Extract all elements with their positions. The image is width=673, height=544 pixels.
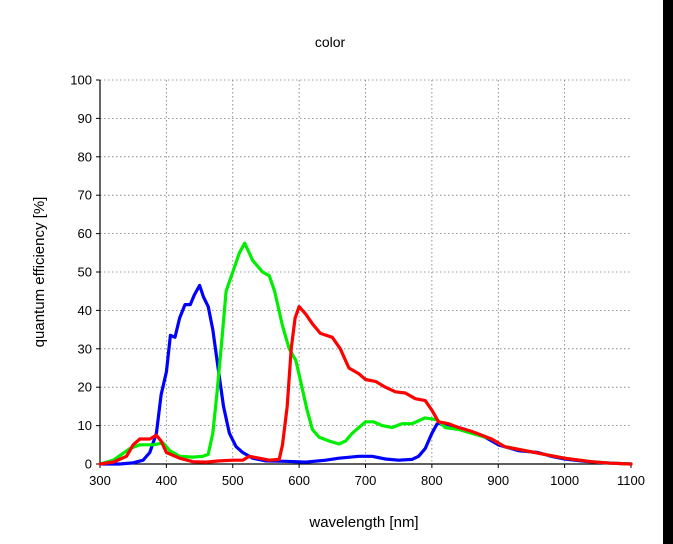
x-tick-label: 900 (487, 473, 509, 488)
x-tick-label: 800 (421, 473, 443, 488)
y-tick-label: 80 (78, 149, 92, 164)
y-tick-label: 100 (70, 73, 92, 88)
y-tick-label: 20 (78, 380, 92, 395)
series-line-3 (98, 305, 633, 466)
series-lines (98, 241, 633, 466)
y-tick-label: 30 (78, 341, 92, 356)
x-tick-label: 300 (89, 473, 111, 488)
axes (96, 79, 632, 468)
y-tick-label: 90 (78, 111, 92, 126)
x-tick-label: 1000 (550, 473, 579, 488)
x-tick-label: 500 (222, 473, 244, 488)
x-tick-label: 700 (355, 473, 377, 488)
x-tick-label: 1100 (617, 473, 645, 488)
x-axis-label: wavelength [nm] (308, 514, 418, 531)
y-tick-label: 70 (78, 188, 92, 203)
y-tick-label: 0 (85, 457, 92, 472)
chart-title: color (315, 34, 346, 50)
y-axis-label: quantum efficiency [%] (31, 197, 48, 348)
y-tick-labels: 0 10 20 30 40 50 60 70 80 90 100 (70, 73, 92, 472)
y-tick-label: 10 (78, 418, 92, 433)
y-tick-label: 40 (78, 303, 92, 318)
y-tick-label: 60 (78, 226, 92, 241)
grid-lines (100, 79, 631, 464)
x-tick-label: 600 (288, 473, 310, 488)
series-line-2 (98, 241, 633, 466)
x-tick-labels: 300 400 500 600 700 800 900 1000 1100 (89, 473, 645, 488)
y-tick-label: 50 (78, 265, 92, 280)
x-tick-label: 400 (156, 473, 178, 488)
